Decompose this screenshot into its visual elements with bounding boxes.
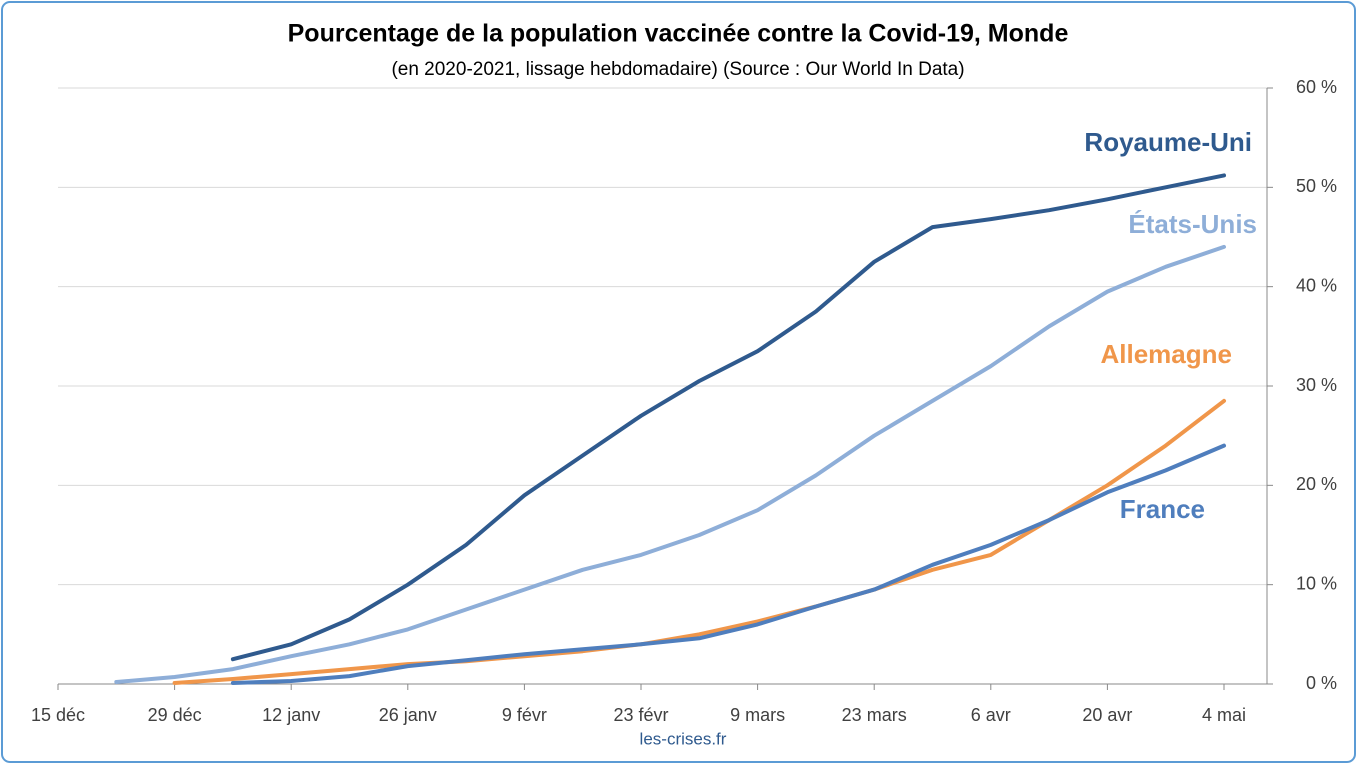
y-tick-label: 10 % [1296,573,1337,593]
x-tick-label: 23 févr [613,705,668,725]
y-tick-label: 50 % [1296,176,1337,196]
source: les-crises.fr [640,729,727,748]
series-label: Royaume-Uni [1084,127,1252,157]
series-label: France [1120,494,1205,524]
series-line [114,244,1226,684]
x-tick-label: 23 mars [842,705,907,725]
x-tick-label: 29 déc [148,705,202,725]
series-label: États-Unis [1128,209,1257,239]
series-label: Allemagne [1101,339,1233,369]
y-tick-label: 30 % [1296,375,1337,395]
x-tick-label: 15 déc [31,705,85,725]
x-tick-label: 9 mars [730,705,785,725]
chart-subtitle: (en 2020-2021, lissage hebdomadaire) (So… [391,59,964,80]
x-tick-label: 20 avr [1082,705,1132,725]
x-tick-label: 6 avr [971,705,1011,725]
chart-title: Pourcentage de la population vaccinée co… [288,20,1069,48]
x-tick-label: 9 févr [502,705,547,725]
y-tick-label: 40 % [1296,275,1337,295]
series-line [230,443,1226,685]
y-tick-label: 20 % [1296,474,1337,494]
x-tick-label: 26 janv [379,705,437,725]
y-tick-label: 0 % [1306,673,1337,693]
x-tick-label: 4 mai [1202,705,1246,725]
y-tick-label: 60 % [1296,77,1337,97]
x-tick-label: 12 janv [262,705,320,725]
series-line [230,173,1226,662]
